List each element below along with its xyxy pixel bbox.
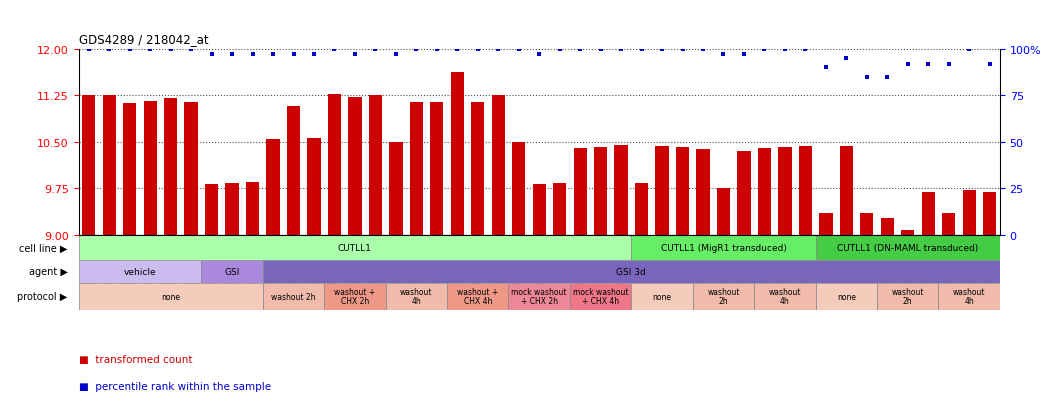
Bar: [778, 147, 792, 235]
Text: washout
2h: washout 2h: [707, 287, 740, 306]
Bar: [631, 283, 693, 310]
Bar: [816, 235, 1000, 260]
Bar: [655, 146, 669, 235]
Text: protocol ▶: protocol ▶: [17, 291, 67, 301]
Text: washout +
CHX 2h: washout + CHX 2h: [334, 287, 376, 306]
Bar: [124, 104, 136, 235]
Bar: [840, 146, 853, 235]
Text: GSI 3d: GSI 3d: [617, 267, 646, 276]
Text: CUTLL1 (MigR1 transduced): CUTLL1 (MigR1 transduced): [661, 243, 786, 252]
Bar: [693, 283, 754, 310]
Bar: [447, 283, 509, 310]
Bar: [881, 218, 894, 235]
Bar: [962, 191, 976, 235]
Bar: [308, 139, 320, 235]
Bar: [246, 182, 260, 235]
Bar: [921, 192, 935, 235]
Bar: [79, 283, 263, 310]
Text: washout 2h: washout 2h: [271, 292, 316, 301]
Bar: [942, 214, 955, 235]
Bar: [263, 283, 325, 310]
Bar: [816, 283, 877, 310]
Bar: [79, 235, 631, 260]
Bar: [615, 146, 628, 235]
Bar: [263, 260, 1000, 283]
Bar: [266, 140, 280, 235]
Text: mock washout
+ CHX 2h: mock washout + CHX 2h: [511, 287, 567, 306]
Text: washout
4h: washout 4h: [768, 287, 801, 306]
Text: washout
4h: washout 4h: [953, 287, 985, 306]
Bar: [430, 103, 444, 235]
Bar: [819, 214, 832, 235]
Bar: [553, 183, 566, 235]
Bar: [164, 99, 177, 235]
Bar: [509, 283, 570, 310]
Bar: [287, 107, 300, 235]
Bar: [676, 147, 689, 235]
Bar: [492, 96, 505, 235]
Bar: [385, 283, 447, 310]
Text: cell line ▶: cell line ▶: [19, 243, 67, 253]
Bar: [369, 96, 382, 235]
Bar: [512, 142, 526, 235]
Bar: [533, 185, 545, 235]
Text: agent ▶: agent ▶: [28, 266, 67, 277]
Bar: [758, 149, 771, 235]
Bar: [409, 103, 423, 235]
Text: none: none: [161, 292, 180, 301]
Text: CUTLL1 (DN-MAML transduced): CUTLL1 (DN-MAML transduced): [838, 243, 978, 252]
Text: washout
4h: washout 4h: [400, 287, 432, 306]
Text: none: none: [652, 292, 671, 301]
Bar: [570, 283, 631, 310]
Bar: [389, 142, 402, 235]
Bar: [983, 192, 997, 235]
Text: vehicle: vehicle: [124, 267, 156, 276]
Bar: [737, 151, 751, 235]
Bar: [205, 185, 218, 235]
Text: washout
2h: washout 2h: [891, 287, 925, 306]
Bar: [450, 73, 464, 235]
Text: GDS4289 / 218042_at: GDS4289 / 218042_at: [79, 33, 208, 46]
Bar: [754, 283, 816, 310]
Bar: [717, 189, 730, 235]
Bar: [631, 235, 816, 260]
Bar: [861, 214, 873, 235]
Bar: [696, 150, 710, 235]
Text: ■  percentile rank within the sample: ■ percentile rank within the sample: [79, 381, 271, 391]
Bar: [184, 103, 198, 235]
Bar: [471, 103, 485, 235]
Bar: [901, 230, 914, 235]
Bar: [328, 95, 341, 235]
Bar: [799, 146, 812, 235]
Bar: [225, 183, 239, 235]
Bar: [349, 98, 361, 235]
Text: ■  transformed count: ■ transformed count: [79, 354, 192, 364]
Bar: [79, 260, 201, 283]
Text: washout +
CHX 4h: washout + CHX 4h: [458, 287, 498, 306]
Text: mock washout
+ CHX 4h: mock washout + CHX 4h: [573, 287, 628, 306]
Bar: [143, 102, 157, 235]
Text: GSI: GSI: [224, 267, 240, 276]
Text: none: none: [837, 292, 855, 301]
Bar: [594, 147, 607, 235]
Text: CUTLL1: CUTLL1: [338, 243, 372, 252]
Bar: [877, 283, 938, 310]
Bar: [201, 260, 263, 283]
Bar: [82, 96, 95, 235]
Bar: [938, 283, 1000, 310]
Bar: [103, 96, 116, 235]
Bar: [325, 283, 385, 310]
Bar: [574, 149, 586, 235]
Bar: [634, 183, 648, 235]
